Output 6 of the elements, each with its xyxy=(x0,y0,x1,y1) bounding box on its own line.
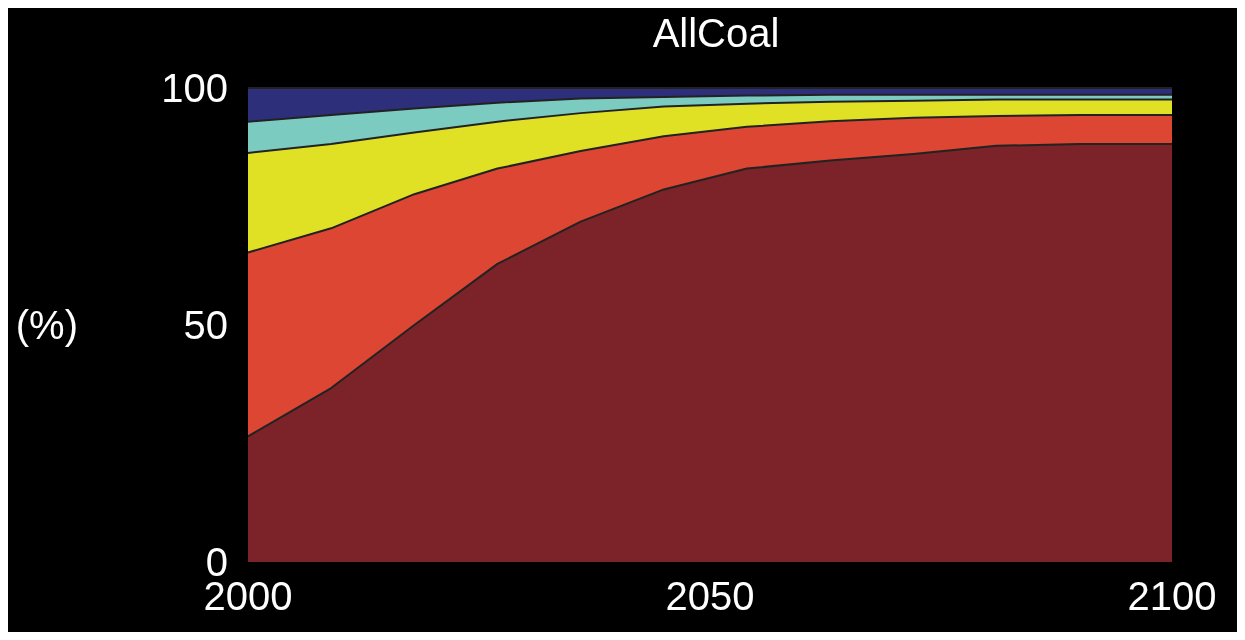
x-tick-label: 2100 xyxy=(1127,574,1217,618)
x-tick-label: 2050 xyxy=(665,574,755,618)
chart-title: AllCoal xyxy=(652,11,780,55)
y-tick-label: 50 xyxy=(183,303,228,347)
y-axis-title: (%) xyxy=(15,303,78,347)
y-tick-label: 100 xyxy=(161,66,228,110)
